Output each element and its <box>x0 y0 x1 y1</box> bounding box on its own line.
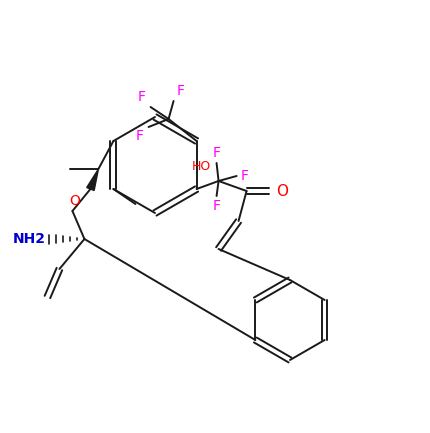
Polygon shape <box>87 169 98 191</box>
Text: HO: HO <box>191 160 211 173</box>
Text: F: F <box>212 146 221 160</box>
Text: F: F <box>138 90 146 104</box>
Text: F: F <box>240 169 249 183</box>
Text: F: F <box>212 199 221 213</box>
Text: NH2: NH2 <box>12 232 46 246</box>
Text: F: F <box>135 129 144 143</box>
Text: O: O <box>70 194 80 208</box>
Text: F: F <box>177 84 184 98</box>
Text: O: O <box>276 184 289 198</box>
